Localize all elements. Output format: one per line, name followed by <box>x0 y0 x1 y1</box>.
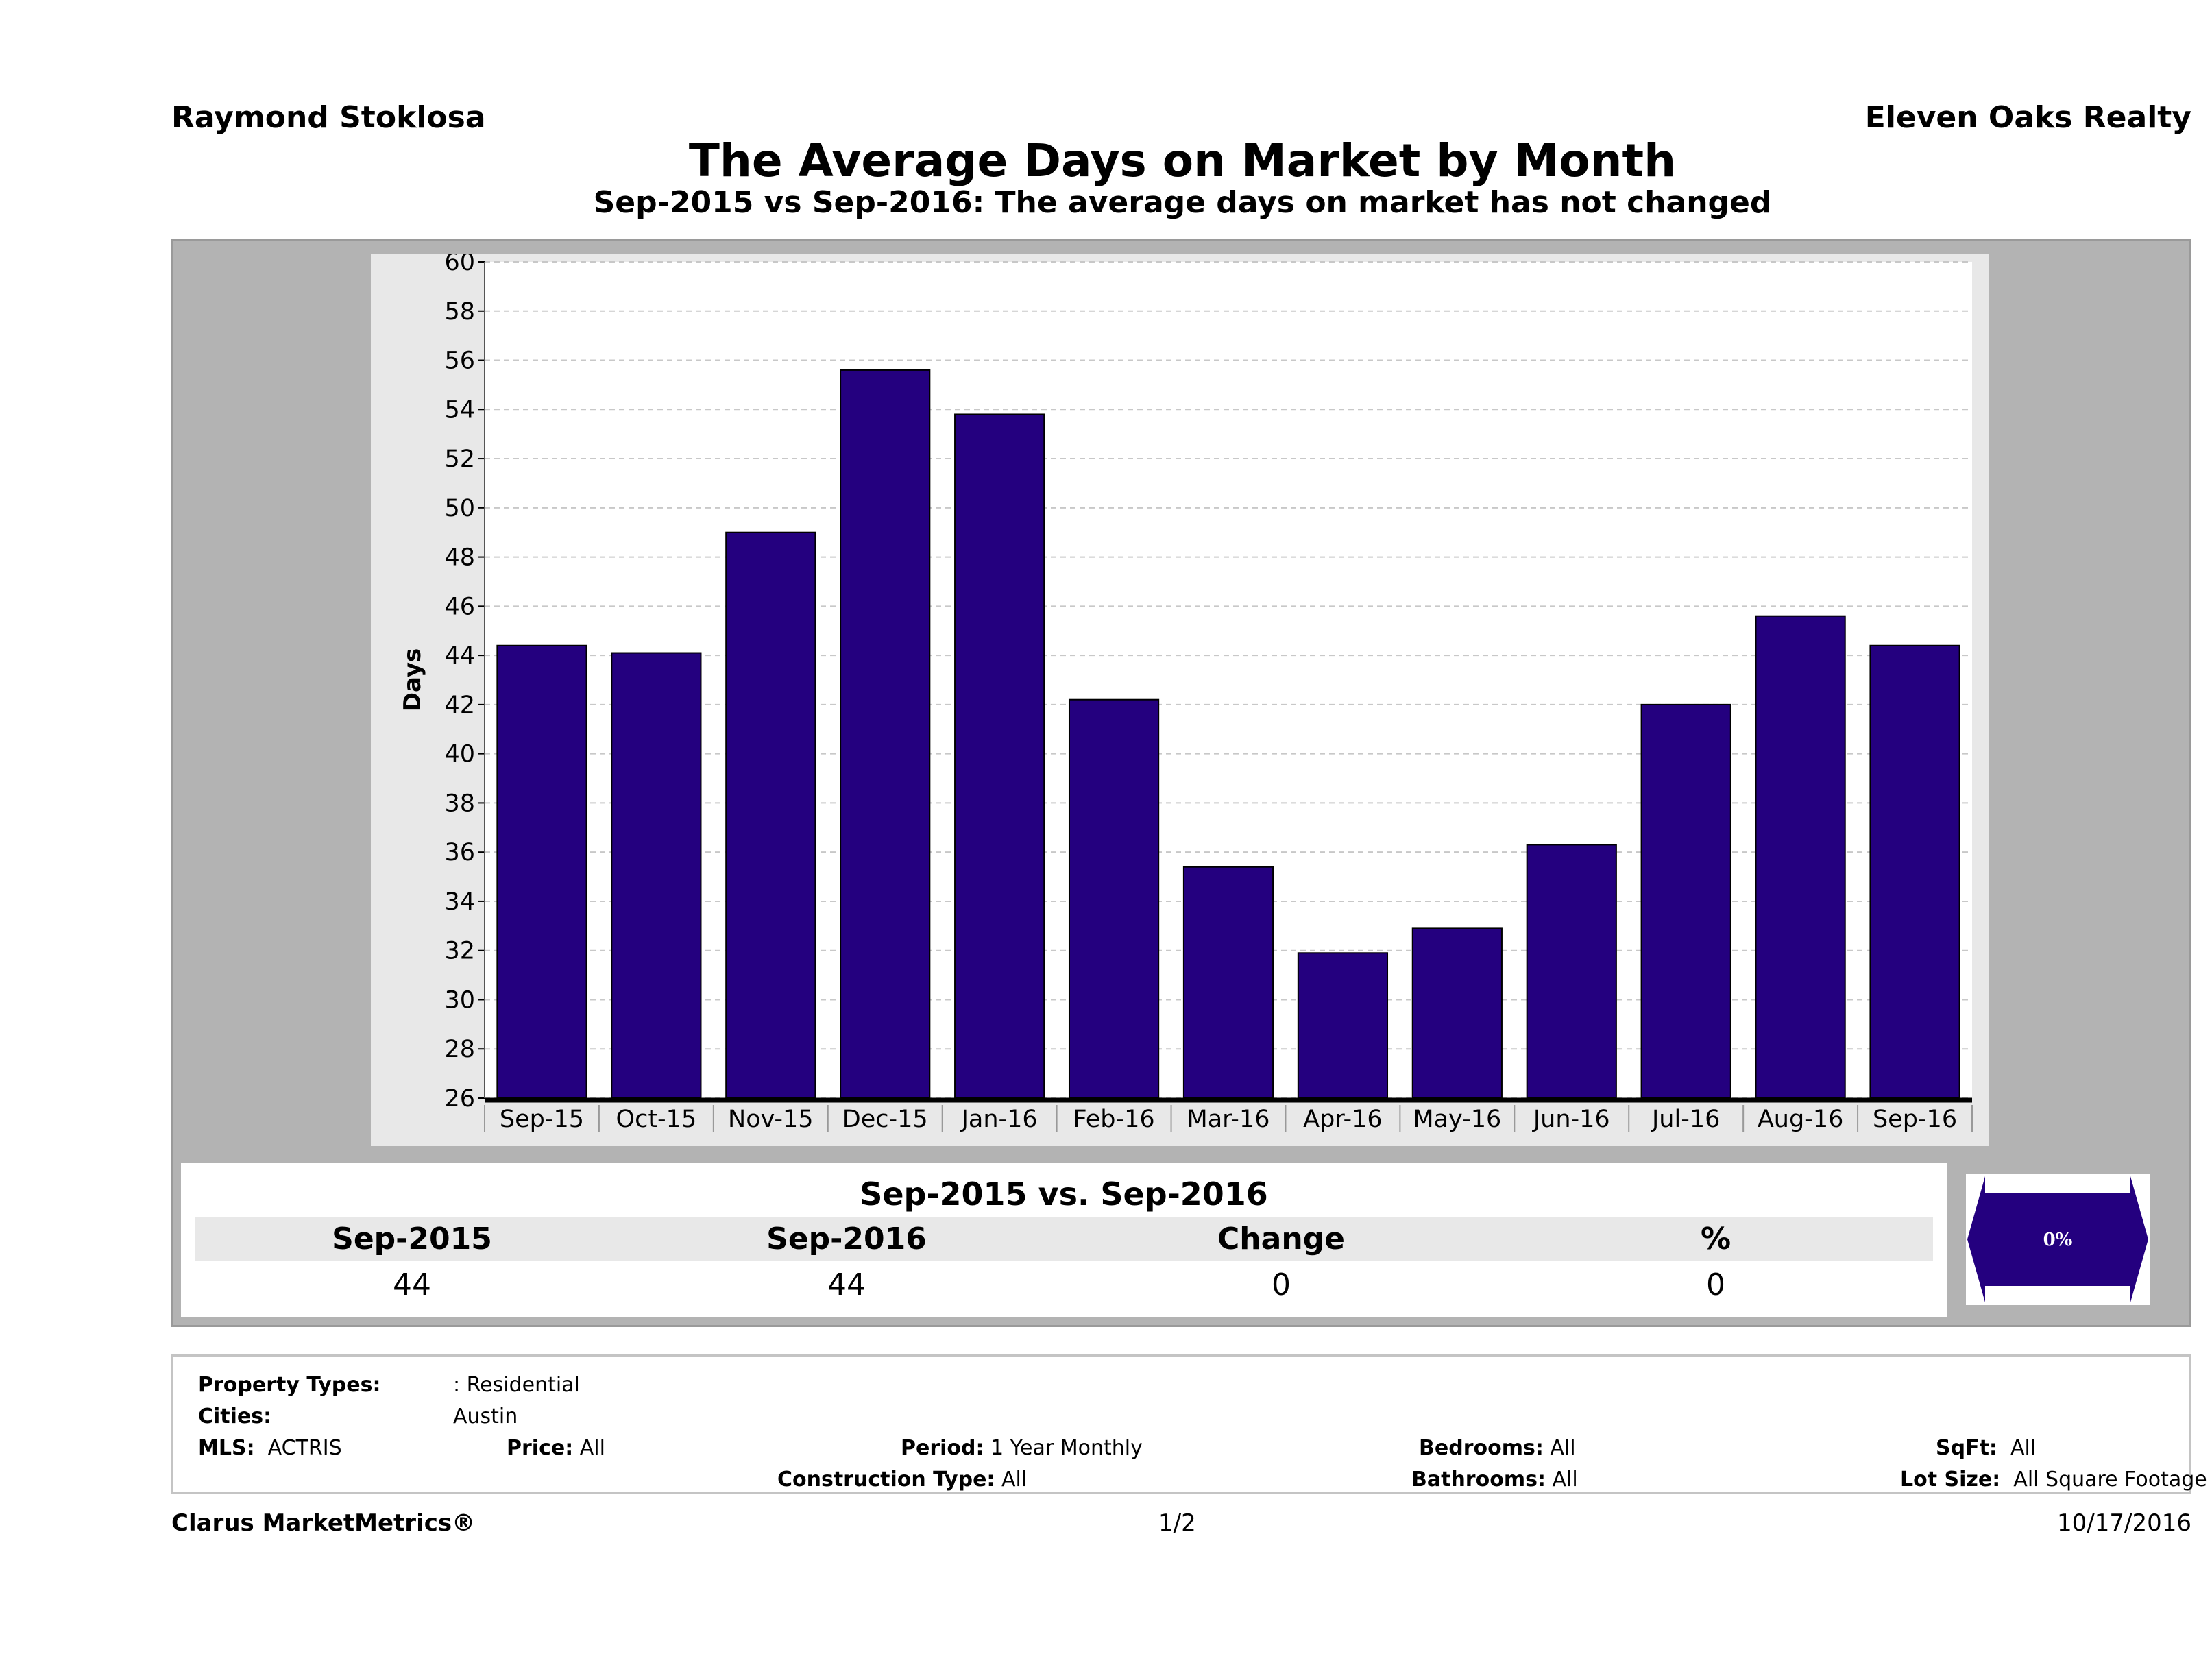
summary-value-sep2015: 44 <box>393 1267 431 1302</box>
summary-value-change: 0 <box>1272 1267 1291 1302</box>
bedrooms-filter: Bedrooms: All <box>1419 1436 1576 1460</box>
y-tick-label: 34 <box>444 888 475 916</box>
x-tick-label: Mar-16 <box>1187 1106 1270 1133</box>
y-tick-label: 52 <box>444 446 475 473</box>
x-tick-label: Jan-16 <box>960 1106 1038 1133</box>
chart-subtitle: Sep-2015 vs Sep-2016: The average days o… <box>593 185 1772 220</box>
bar-oct-15 <box>611 652 702 1099</box>
y-tick-label: 50 <box>444 495 475 522</box>
summary-label-percent: % <box>1700 1221 1731 1256</box>
y-tick-label: 56 <box>444 348 475 375</box>
bar-apr-16 <box>1297 952 1389 1099</box>
x-tick-label: Jun-16 <box>1532 1106 1610 1133</box>
agent-name: Raymond Stoklosa <box>171 100 486 135</box>
bar-jul-16 <box>1640 703 1731 1099</box>
footer-brand: Clarus MarketMetrics® <box>171 1509 476 1537</box>
x-tick-label: Nov-15 <box>728 1106 814 1133</box>
y-tick-label: 42 <box>444 692 475 719</box>
x-tick-label: Oct-15 <box>616 1106 697 1133</box>
y-tick-label: 58 <box>444 298 475 326</box>
double-arrow-icon: 0% <box>1967 1176 2148 1302</box>
bar-chart: 26 28 30 32 34 36 38 40 42 44 46 48 50 52 54 56 58 60 Days… <box>399 254 1973 1133</box>
summary-value-sep2016: 44 <box>827 1267 866 1302</box>
chart-title: The Average Days on Market by Month <box>688 134 1677 187</box>
y-tick-label: 48 <box>444 544 475 572</box>
bar-jun-16 <box>1526 844 1617 1099</box>
y-tick-label: 32 <box>444 938 475 965</box>
y-tick-label: 54 <box>444 396 475 424</box>
footer-date: 10/17/2016 <box>2057 1509 2191 1537</box>
y-tick-label: 30 <box>444 986 475 1014</box>
bar-mar-16 <box>1182 866 1274 1099</box>
y-tick-label: 44 <box>444 642 475 670</box>
bar-jan-16 <box>954 413 1045 1099</box>
property-types-label: Property Types: <box>198 1373 381 1397</box>
bar-sep-15 <box>496 644 587 1099</box>
price-filter: Price: All <box>507 1436 605 1460</box>
bathrooms-filter: Bathrooms: All <box>1411 1468 1578 1492</box>
y-tick-label: 36 <box>444 839 475 866</box>
period-filter: Period: 1 Year Monthly <box>901 1436 1143 1460</box>
bar-dec-15 <box>840 369 931 1099</box>
summary-label-change: Change <box>1217 1221 1345 1256</box>
summary-label-sep2016: Sep-2016 <box>766 1221 927 1256</box>
summary-label-sep2015: Sep-2015 <box>332 1221 492 1256</box>
footer-page-number: 1/2 <box>1158 1509 1196 1537</box>
bar-may-16 <box>1411 927 1503 1099</box>
y-tick-label: 46 <box>444 593 475 620</box>
sqft-filter: SqFt: All <box>1936 1436 2037 1460</box>
summary-heading: Sep-2015 vs. Sep-2016 <box>195 1174 1933 1215</box>
summary-values-row: 44 44 0 0 <box>195 1265 1933 1305</box>
cities-label: Cities: <box>198 1405 272 1428</box>
bar-nov-15 <box>725 531 816 1099</box>
y-axis-label: Days <box>399 648 426 712</box>
summary-value-percent: 0 <box>1706 1267 1725 1302</box>
y-tick-label: 40 <box>444 741 475 768</box>
x-tick-label: Jul-16 <box>1651 1106 1720 1133</box>
summary-labels-row: Sep-2015 Sep-2016 Change % <box>195 1217 1933 1261</box>
change-badge-box: 0% <box>1966 1174 2150 1305</box>
brokerage-name: Eleven Oaks Realty <box>1864 100 2191 135</box>
lot-size-filter: Lot Size: All Square Footage <box>1900 1468 2207 1492</box>
x-tick-label: Sep-15 <box>500 1106 584 1133</box>
y-tick-label: 28 <box>444 1036 475 1063</box>
change-badge-label: 0% <box>2043 1230 2073 1250</box>
x-tick-label: May-16 <box>1413 1106 1501 1133</box>
mls-filter: MLS: ACTRIS <box>198 1436 342 1460</box>
x-tick-label: Feb-16 <box>1073 1106 1155 1133</box>
bar-feb-16 <box>1068 698 1160 1099</box>
x-tick-label: Dec-15 <box>842 1106 928 1133</box>
y-tick-label: 38 <box>444 790 475 817</box>
property-types-value: : Residential <box>453 1373 580 1397</box>
y-tick-label: 26 <box>444 1085 475 1112</box>
filter-panel: Property Types: : Residential Cities: Au… <box>171 1354 2207 1494</box>
x-tick-label: Sep-16 <box>1873 1106 1957 1133</box>
construction-filter: Construction Type: All <box>777 1468 1028 1492</box>
y-tick-label: 60 <box>444 254 475 276</box>
bar-sep-16 <box>1869 644 1960 1099</box>
bar-aug-16 <box>1755 615 1846 1099</box>
x-tick-label: Aug-16 <box>1758 1106 1844 1133</box>
x-tick-label: Apr-16 <box>1303 1106 1382 1133</box>
cities-value: Austin <box>453 1405 518 1428</box>
